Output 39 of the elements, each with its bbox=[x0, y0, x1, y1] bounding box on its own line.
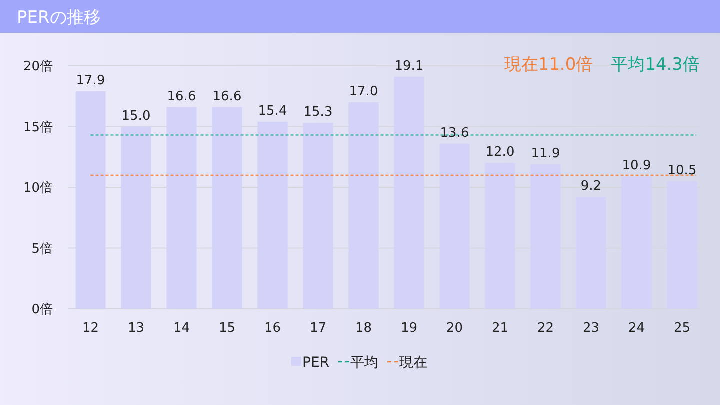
data-label: 11.9 bbox=[531, 146, 560, 162]
annotation: 平均14.3倍 bbox=[611, 55, 700, 75]
y-tick-label: 0倍 bbox=[32, 302, 53, 318]
x-tick-label: 21 bbox=[492, 321, 509, 336]
data-label: 19.1 bbox=[394, 58, 424, 74]
y-tick-label: 5倍 bbox=[32, 242, 53, 257]
annotation: 現在11.0倍 bbox=[504, 55, 594, 75]
x-tick-label: 16 bbox=[264, 321, 282, 336]
data-label: 15.3 bbox=[304, 105, 333, 120]
data-label: 15.4 bbox=[258, 104, 288, 119]
data-label: 17.0 bbox=[349, 84, 378, 100]
data-label: 9.2 bbox=[580, 179, 602, 194]
x-tick-label: 25 bbox=[674, 321, 691, 336]
x-tick-label: 22 bbox=[537, 321, 554, 336]
x-tick-label: 19 bbox=[400, 321, 418, 336]
data-label: 16.6 bbox=[167, 89, 196, 104]
x-tick-label: 18 bbox=[355, 321, 372, 336]
data-label: 17.9 bbox=[76, 74, 106, 89]
x-tick-label: 20 bbox=[446, 321, 464, 336]
data-label: 10.5 bbox=[668, 163, 697, 178]
y-tick-label: 10倍 bbox=[23, 181, 53, 196]
x-tick-label: 14 bbox=[173, 321, 190, 336]
y-tick-label: 15倍 bbox=[23, 120, 53, 136]
y-tick-label: 20倍 bbox=[23, 60, 53, 75]
legend-label: 平均 bbox=[350, 354, 378, 371]
legend-label: PER bbox=[302, 354, 330, 371]
data-label: 16.6 bbox=[212, 89, 242, 104]
x-tick-label: 13 bbox=[128, 321, 145, 336]
data-label: 12.0 bbox=[486, 145, 515, 160]
x-tick-label: 12 bbox=[82, 321, 100, 336]
chart-title: PERの推移 bbox=[17, 8, 101, 28]
x-tick-label: 23 bbox=[582, 321, 600, 336]
x-tick-label: 24 bbox=[628, 321, 646, 336]
legend-label: 現在 bbox=[400, 354, 428, 371]
x-tick-label: 17 bbox=[310, 321, 327, 336]
data-label: 13.6 bbox=[440, 126, 470, 141]
data-label: 10.9 bbox=[622, 158, 652, 174]
data-label: 15.0 bbox=[122, 108, 151, 124]
x-tick-label: 15 bbox=[218, 321, 236, 336]
